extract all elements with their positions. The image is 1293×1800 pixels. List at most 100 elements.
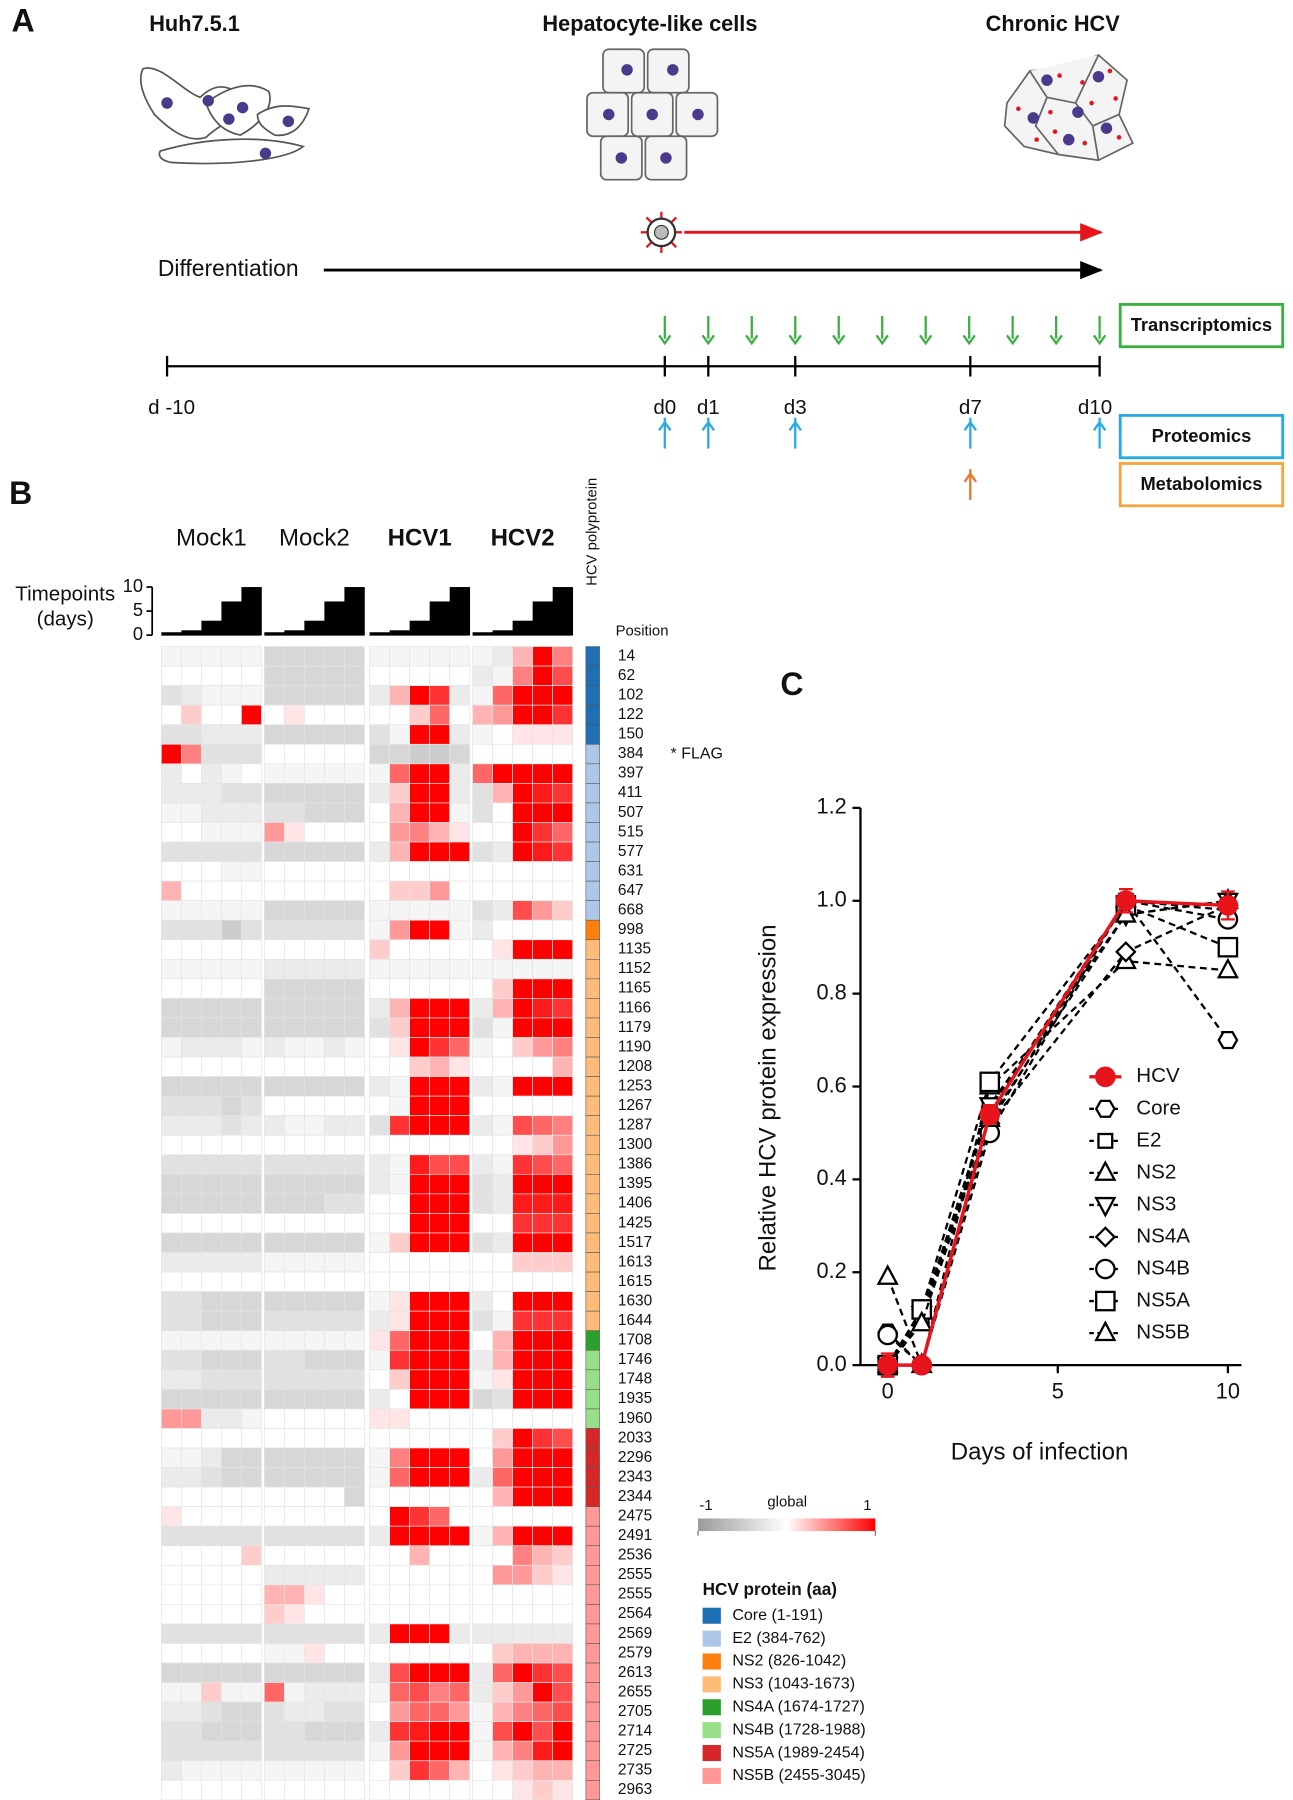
heatmap-cell (429, 1545, 451, 1566)
heatmap-cell (389, 1408, 410, 1429)
row-label: 647 (618, 882, 644, 899)
heatmap-cell (263, 1604, 285, 1625)
heatmap-cell (181, 919, 202, 941)
heatmap-cell (472, 939, 493, 960)
heatmap-cell (284, 1506, 305, 1527)
heatmap-cell (324, 1779, 345, 1800)
colorbar-tick-label: 1 (863, 1498, 871, 1514)
heatmap-cell (492, 1095, 513, 1117)
heatmap-cell (284, 1252, 305, 1273)
heatmap-cell (324, 1740, 345, 1762)
heatmap-cell (369, 1115, 390, 1136)
heatmap-cell (201, 1193, 222, 1214)
heatmap-cell (201, 783, 222, 804)
heatmap-cell (324, 1193, 345, 1214)
heatmap-cell (512, 1779, 533, 1800)
heatmap-cell (369, 1056, 390, 1077)
heatmap-cell (304, 1232, 325, 1253)
polyprotein-cell (585, 665, 600, 686)
heatmap-cell (324, 1310, 345, 1332)
heatmap-cell (389, 958, 410, 980)
heatmap-cell (160, 900, 182, 921)
heatmap-cell (512, 1408, 533, 1429)
heatmap-cell (449, 939, 471, 960)
heatmap-cell (552, 1525, 574, 1547)
heatmap-cell (344, 1134, 365, 1156)
heatmap-cell (284, 1213, 305, 1234)
heatmap-cell (472, 1623, 493, 1644)
heatmap-cell (552, 704, 574, 726)
heatmap-cell (409, 1545, 431, 1566)
heatmap-cell (472, 861, 493, 882)
heatmap-cell (492, 763, 513, 784)
heatmap-cell (409, 1662, 431, 1683)
heatmap-cell (409, 1564, 431, 1586)
series-line (886, 904, 1229, 1366)
heatmap-cell (263, 919, 285, 941)
row-label: 2735 (618, 1762, 652, 1779)
heatmap-cell (472, 1643, 493, 1664)
polyprotein-cell (585, 861, 600, 882)
heatmap-cell (221, 1193, 242, 1214)
heatmap-cell (389, 1389, 410, 1410)
heatmap-cell (472, 1115, 493, 1136)
heatmap-cell (284, 1115, 305, 1136)
x-tick-label: 0 (882, 1378, 894, 1403)
heatmap-cell (472, 802, 493, 823)
legend-label: E2 (1136, 1128, 1161, 1151)
heatmap-cell (552, 1134, 574, 1156)
heatmap-cell (221, 1095, 242, 1117)
heatmap-cell (284, 978, 305, 999)
heatmap-cell (324, 1154, 345, 1175)
heatmap-cell (324, 685, 345, 706)
heatmap-cell (532, 1252, 554, 1273)
heatmap-cell (263, 1623, 285, 1644)
heatmap-cell (449, 1173, 471, 1195)
heatmap-cell (552, 1779, 574, 1800)
heatmap-cell (512, 1760, 533, 1781)
heatmap-cell (344, 1721, 365, 1742)
heatmap-cell (552, 900, 574, 921)
row-label: 1644 (618, 1312, 653, 1329)
row-label: 14 (618, 647, 636, 664)
row-label: 1166 (618, 999, 651, 1016)
heatmap-cell (429, 1447, 451, 1468)
heatmap-cell (221, 880, 242, 902)
heatmap-cell (389, 1349, 410, 1371)
heatmap-cell (552, 665, 574, 686)
heatmap-cell (369, 1447, 390, 1468)
heatmap-cell (492, 1291, 513, 1312)
heatmap-cell (389, 1017, 410, 1038)
heatmap-cell (284, 1760, 305, 1781)
heatmap-cell (304, 1721, 325, 1742)
heatmap-cell (160, 1623, 182, 1644)
heatmap-cell (324, 1760, 345, 1781)
heatmap-cell (344, 1349, 365, 1371)
heatmap-cell (449, 646, 471, 667)
heatmap-cell (409, 1056, 431, 1077)
heatmap-cell (389, 1564, 410, 1586)
marker (876, 1264, 899, 1285)
legend-label: Core (1136, 1096, 1181, 1119)
heatmap-cell (160, 1779, 182, 1800)
heatmap-cell (304, 685, 325, 706)
polyprotein-cell (585, 1369, 600, 1390)
polyprotein-cell (585, 1760, 600, 1781)
heatmap-cell (512, 880, 533, 902)
heatmap-cell (304, 1193, 325, 1214)
heatmap-cell (201, 1604, 222, 1625)
timepoint-bar (221, 601, 242, 636)
heatmap-cell (449, 822, 471, 843)
heatmap-cell (201, 1486, 222, 1507)
heatmap-cell (221, 743, 242, 765)
heatmap-cell (552, 1447, 574, 1468)
assay-box (1118, 462, 1285, 508)
heatmap-cell (284, 1017, 305, 1038)
heatmap-cell (221, 861, 242, 882)
heatmap-cell (552, 1584, 574, 1605)
heatmap-cell (472, 1017, 493, 1038)
heatmap-cell (221, 1604, 242, 1625)
assay-arrow-head (701, 420, 715, 431)
heatmap-cell (201, 763, 222, 784)
heatmap-cell (512, 1486, 533, 1507)
